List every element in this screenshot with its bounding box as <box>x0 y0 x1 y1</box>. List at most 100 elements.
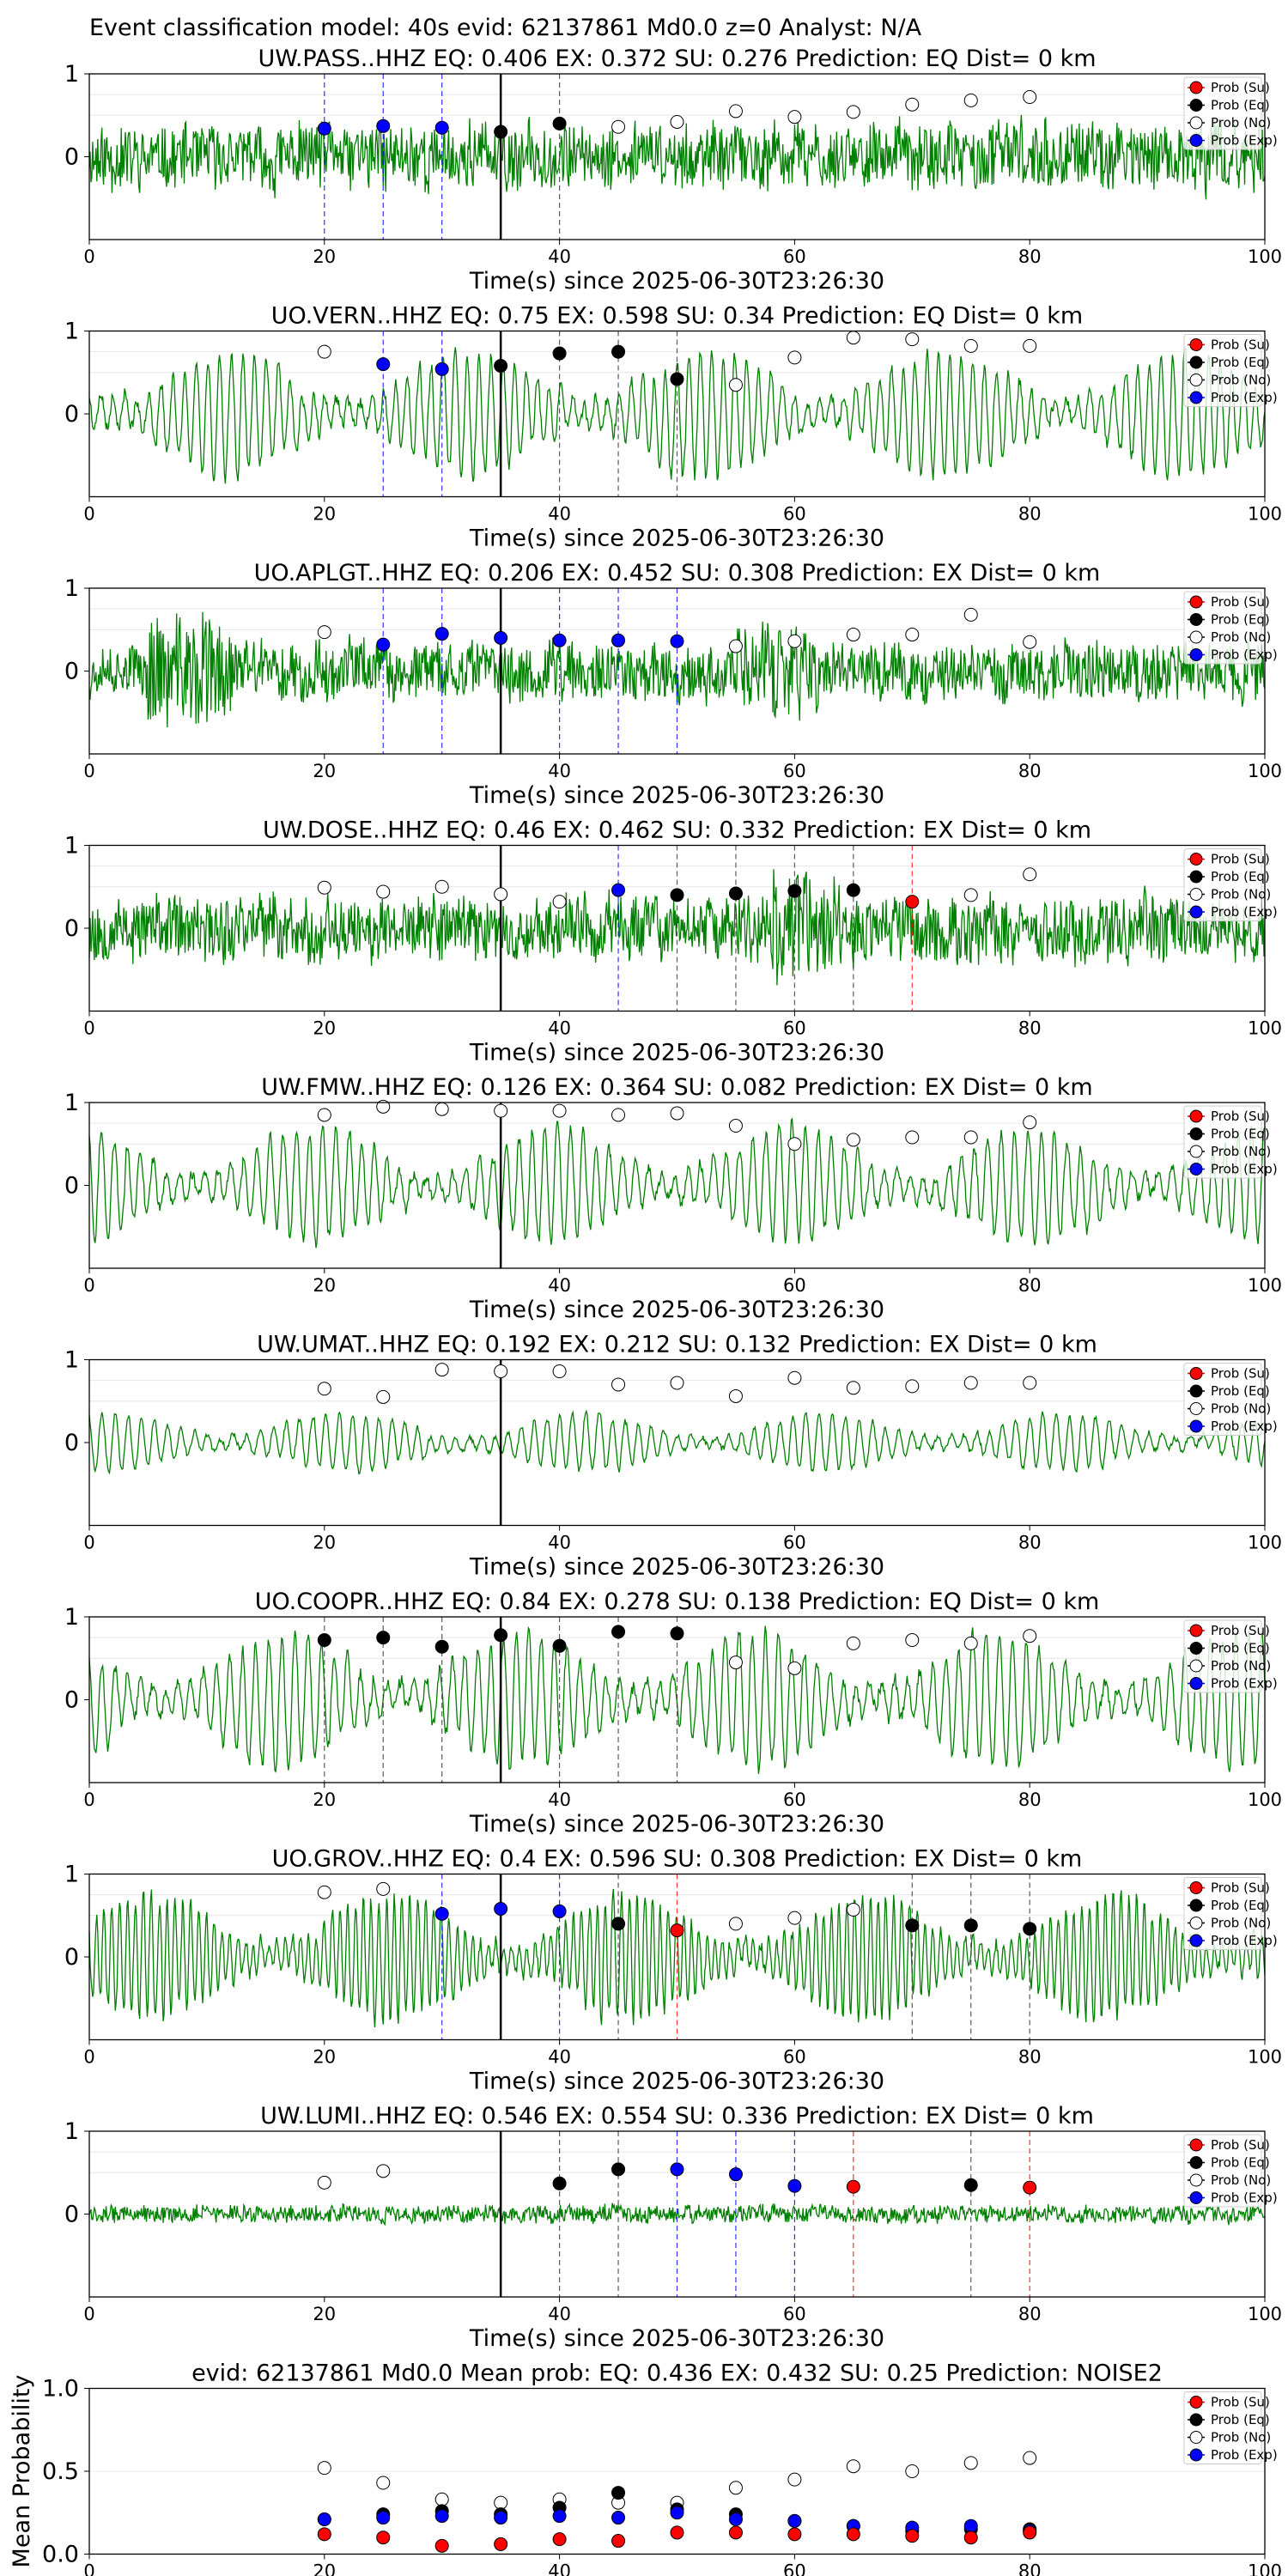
x-tick-label: 40 <box>548 761 571 781</box>
y-tick-label: 1 <box>64 833 79 860</box>
prob-marker-exp <box>494 630 508 645</box>
legend-label-no: Prob (No) <box>1211 1916 1271 1931</box>
prob-marker-exp <box>434 1906 449 1921</box>
x-tick-label: 100 <box>1248 1275 1282 1296</box>
prob-marker-no <box>1023 1629 1037 1643</box>
x-tick-label: 100 <box>1248 2561 1282 2576</box>
x-axis-label: Time(s) since 2025-06-30T23:26:30 <box>469 1040 884 1066</box>
prob-marker-no <box>552 1103 567 1118</box>
mean-prob-marker-exp <box>963 2518 978 2533</box>
prob-marker-no <box>787 634 802 648</box>
legend-label-exp: Prob (Exp) <box>1211 1676 1278 1692</box>
panel-7: UO.COOPR..HHZ EQ: 0.84 EX: 0.278 SU: 0.1… <box>64 1589 1282 1838</box>
prob-marker-no <box>1023 635 1037 649</box>
prob-marker-no <box>728 639 743 653</box>
legend-marker-eq <box>1189 1127 1203 1140</box>
x-axis-label: Time(s) since 2025-06-30T23:26:30 <box>469 2325 884 2352</box>
axes-frame <box>88 844 1266 1012</box>
legend-label-eq: Prob (Eq) <box>1211 1127 1270 1142</box>
y-tick-label: 0 <box>64 1430 79 1456</box>
x-tick-label: 40 <box>548 246 571 267</box>
y-tick-label: 0 <box>64 144 79 171</box>
prob-marker-eq <box>552 346 567 361</box>
mean-prob-marker-su <box>728 2525 743 2540</box>
legend-marker-no <box>1189 374 1203 386</box>
waveform-trace <box>88 1117 1266 1249</box>
legend-marker-no <box>1189 1145 1203 1158</box>
x-tick-label: 100 <box>1248 2304 1282 2324</box>
prob-marker-exp <box>434 120 449 135</box>
mean-prob-marker-no <box>787 2472 802 2487</box>
y-tick-label: 1.0 <box>42 2376 79 2403</box>
legend-label-su: Prob (Su) <box>1211 1623 1270 1638</box>
prob-marker-no <box>376 2164 391 2178</box>
prob-marker-exp <box>317 121 331 136</box>
prob-marker-no <box>494 1103 508 1118</box>
prob-marker-no <box>670 114 684 129</box>
prob-marker-no <box>905 628 920 642</box>
prob-marker-no <box>434 879 449 894</box>
legend-box <box>1183 334 1262 407</box>
legend-label-su: Prob (Su) <box>1211 1880 1270 1896</box>
prob-marker-exp <box>670 2162 684 2177</box>
x-tick-label: 80 <box>1018 1789 1042 1810</box>
prob-marker-eq <box>611 344 626 359</box>
prob-marker-eq <box>963 1918 978 1933</box>
axes-frame <box>88 1873 1266 2041</box>
legend-label-eq: Prob (Eq) <box>1211 2155 1270 2171</box>
prob-marker-no <box>728 1656 743 1670</box>
prob-marker-no <box>434 1363 449 1377</box>
mean-prob-marker-su <box>787 2527 802 2542</box>
axes-frame <box>88 2387 1266 2555</box>
legend-label-eq: Prob (Eq) <box>1211 98 1270 113</box>
prob-marker-no <box>317 2175 331 2190</box>
x-tick-label: 40 <box>548 504 571 525</box>
x-tick-label: 40 <box>548 1533 571 1553</box>
axes-frame <box>88 1358 1266 1527</box>
prob-marker-eq <box>552 2176 567 2190</box>
prob-marker-exp <box>434 627 449 641</box>
legend-box <box>1183 2391 1262 2464</box>
x-axis-label: Time(s) since 2025-06-30T23:26:30 <box>469 1554 884 1581</box>
y-tick-label: 0 <box>64 1687 79 1714</box>
x-tick-label: 20 <box>313 2047 336 2068</box>
legend-box <box>1183 1619 1262 1693</box>
panel-title: UO.GROV..HHZ EQ: 0.4 EX: 0.596 SU: 0.308… <box>272 1846 1083 1873</box>
y-tick-label: 1 <box>64 1862 79 1888</box>
legend-label-eq: Prob (Eq) <box>1211 612 1270 628</box>
legend-label-su: Prob (Su) <box>1211 852 1270 867</box>
x-tick-label: 20 <box>313 1018 336 1039</box>
mean-prob-marker-exp <box>787 2513 802 2528</box>
x-tick-label: 100 <box>1248 761 1282 781</box>
axes-frame <box>88 1102 1266 1269</box>
legend-marker-no <box>1189 2173 1203 2187</box>
x-tick-label: 60 <box>783 1533 806 1553</box>
legend-marker-su <box>1189 1367 1203 1380</box>
legend-box <box>1183 76 1262 150</box>
prob-marker-no <box>963 1376 978 1390</box>
prob-marker-no <box>963 93 978 107</box>
legend-marker-exp <box>1189 648 1203 661</box>
panel-title: UW.FMW..HHZ EQ: 0.126 EX: 0.364 SU: 0.08… <box>261 1074 1092 1101</box>
prob-marker-no <box>670 1106 684 1121</box>
x-axis-label: Time(s) since 2025-06-30T23:26:30 <box>469 1811 884 1838</box>
mean-prob-marker-no <box>434 2492 449 2506</box>
prob-marker-eq <box>963 2178 978 2192</box>
legend-marker-exp <box>1189 1677 1203 1690</box>
prob-marker-no <box>963 1130 978 1145</box>
legend-marker-exp <box>1189 1419 1203 1433</box>
x-axis-label: Time(s) since 2025-06-30T23:26:30 <box>469 268 884 295</box>
prob-marker-exp <box>552 633 567 647</box>
prob-marker-su <box>1023 2180 1037 2195</box>
x-tick-label: 80 <box>1018 2561 1042 2576</box>
x-tick-label: 0 <box>83 761 94 781</box>
legend-label-no: Prob (No) <box>1211 115 1271 131</box>
prob-marker-no <box>905 1633 920 1648</box>
panel-title: evid: 62137861 Md0.0 Mean prob: EQ: 0.43… <box>191 2360 1163 2387</box>
panel-8: UO.GROV..HHZ EQ: 0.4 EX: 0.596 SU: 0.308… <box>64 1846 1282 2095</box>
x-tick-label: 60 <box>783 2561 806 2576</box>
prob-marker-no <box>905 1130 920 1145</box>
panel-10: evid: 62137861 Md0.0 Mean prob: EQ: 0.43… <box>9 2360 1282 2576</box>
prob-marker-no <box>376 1099 391 1114</box>
